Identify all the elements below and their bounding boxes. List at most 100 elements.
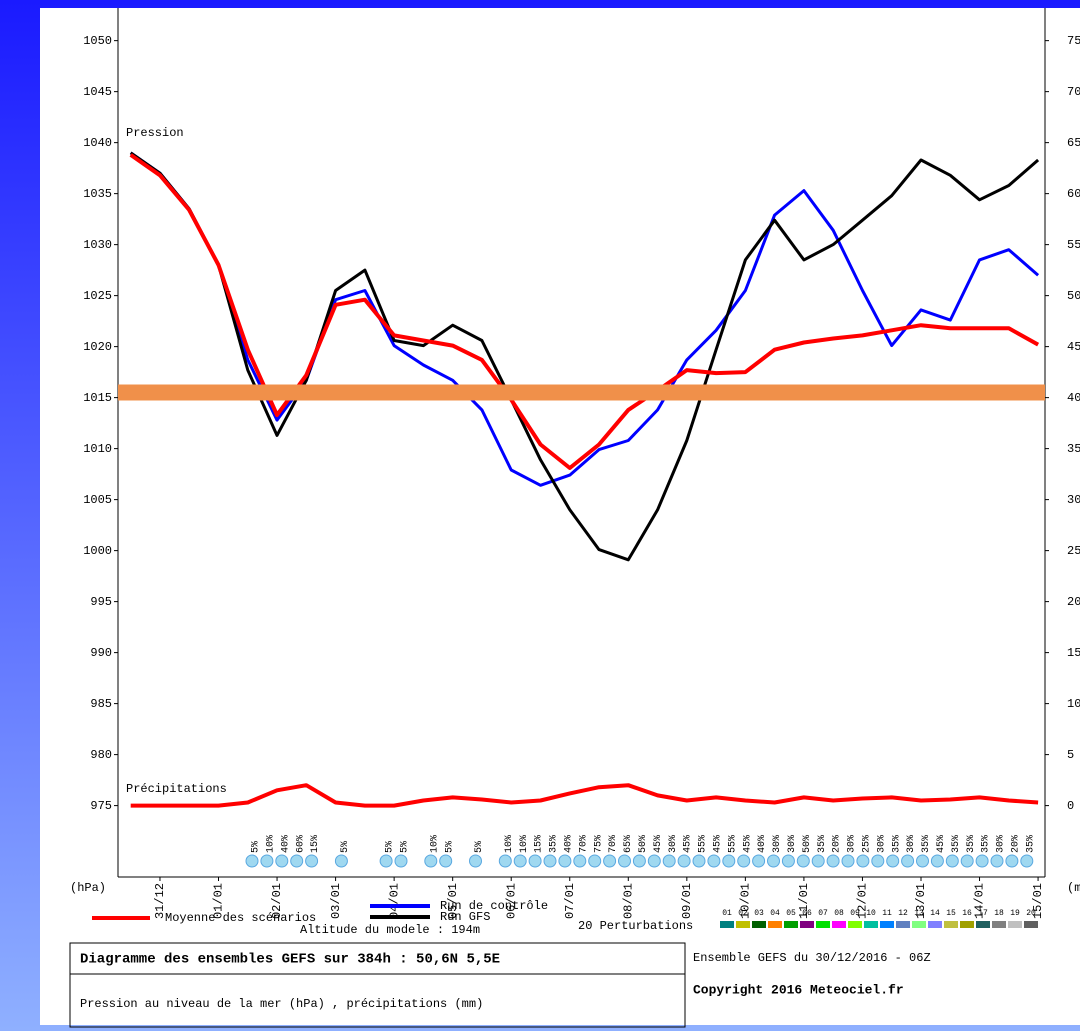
y-tick-label: 1035 bbox=[83, 187, 112, 201]
y-tick-label: 1050 bbox=[83, 34, 112, 48]
x-tick-label: 12/01 bbox=[856, 883, 870, 919]
snow-icon bbox=[245, 854, 259, 868]
series-line bbox=[129, 151, 1040, 562]
x-tick-label: 10/01 bbox=[739, 883, 753, 919]
snow-label: 40% bbox=[757, 835, 768, 853]
y-tick-label: 1005 bbox=[83, 493, 112, 507]
perturbation-swatch bbox=[960, 921, 974, 928]
snow-icon bbox=[826, 854, 840, 868]
y2-axis-label: (mm) bbox=[1067, 881, 1080, 895]
x-tick-label: 08/01 bbox=[621, 883, 635, 919]
snow-icon bbox=[930, 854, 944, 868]
y2-tick-label: 65 bbox=[1067, 136, 1080, 150]
perturbation-number: 12 bbox=[898, 909, 908, 918]
y2-tick-label: 45 bbox=[1067, 340, 1080, 354]
snow-icon bbox=[513, 854, 527, 868]
perturbation-number: 19 bbox=[1010, 909, 1020, 918]
snow-icon bbox=[632, 854, 646, 868]
y2-tick-label: 20 bbox=[1067, 595, 1080, 609]
snow-icon bbox=[960, 854, 974, 868]
y-tick-label: 1000 bbox=[83, 544, 112, 558]
snow-icon bbox=[677, 854, 691, 868]
perturbation-number: 09 bbox=[850, 909, 860, 918]
y-tick-label: 1045 bbox=[83, 85, 112, 99]
snow-label: 15% bbox=[534, 835, 545, 853]
snow-icon bbox=[1005, 854, 1019, 868]
perturbation-swatch bbox=[816, 921, 830, 928]
perturbation-swatch bbox=[864, 921, 878, 928]
y-tick-label: 1025 bbox=[83, 289, 112, 303]
perturbation-swatch bbox=[1008, 921, 1022, 928]
snow-label: 10% bbox=[504, 835, 515, 853]
snow-icon bbox=[767, 854, 780, 868]
legend-label: Moyenne des scénarios bbox=[165, 911, 316, 925]
x-tick-label: 01/01 bbox=[212, 883, 226, 919]
y2-tick-label: 50 bbox=[1067, 289, 1080, 303]
perturbation-number: 07 bbox=[818, 909, 828, 918]
y2-tick-label: 70 bbox=[1067, 85, 1080, 99]
snow-icon bbox=[618, 854, 631, 868]
snow-label: 45% bbox=[653, 835, 664, 853]
snow-label: 45% bbox=[713, 835, 724, 853]
snow-icon bbox=[275, 854, 289, 868]
perturbation-number: 14 bbox=[930, 909, 940, 918]
snow-icon bbox=[603, 854, 617, 868]
y2-tick-label: 25 bbox=[1067, 544, 1080, 558]
snow-icon bbox=[752, 854, 766, 868]
perturbation-swatch bbox=[768, 921, 782, 928]
y2-tick-label: 55 bbox=[1067, 238, 1080, 252]
x-tick-label: 09/01 bbox=[680, 883, 694, 919]
snow-label: 30% bbox=[906, 835, 917, 853]
snow-icon bbox=[260, 854, 274, 868]
perturbation-swatch bbox=[848, 921, 862, 928]
perturbation-number: 20 bbox=[1026, 909, 1036, 918]
y2-tick-label: 15 bbox=[1067, 646, 1080, 660]
y2-tick-label: 30 bbox=[1067, 493, 1080, 507]
snow-label: 30% bbox=[876, 835, 887, 853]
snow-icon bbox=[588, 854, 602, 868]
y2-tick-label: 0 bbox=[1067, 799, 1074, 813]
perturbation-number: 05 bbox=[786, 909, 796, 918]
x-tick-label: 31/12 bbox=[153, 883, 167, 919]
snow-icon bbox=[305, 854, 319, 868]
snow-icon bbox=[781, 854, 795, 868]
x-tick-label: 02/01 bbox=[270, 883, 284, 919]
snow-icon bbox=[886, 854, 900, 868]
snow-icon bbox=[841, 854, 855, 868]
y-axis-label: (hPa) bbox=[70, 881, 106, 895]
x-tick-label: 15/01 bbox=[1031, 883, 1045, 919]
y-tick-label: 1030 bbox=[83, 238, 112, 252]
perturbation-number: 04 bbox=[770, 909, 780, 918]
y2-tick-label: 35 bbox=[1067, 442, 1080, 456]
perturbation-number: 01 bbox=[722, 909, 732, 918]
perturbation-swatch bbox=[1024, 921, 1038, 928]
x-tick-label: 06/01 bbox=[504, 883, 518, 919]
perturbations-label: 20 Perturbations bbox=[578, 919, 693, 933]
series-line bbox=[129, 151, 1040, 487]
snow-icon bbox=[722, 854, 736, 868]
y-tick-label: 985 bbox=[90, 697, 112, 711]
x-tick-label: 05/01 bbox=[446, 883, 460, 919]
y2-tick-label: 75 bbox=[1067, 34, 1080, 48]
snow-label: 5% bbox=[251, 841, 262, 853]
y-tick-label: 1010 bbox=[83, 442, 112, 456]
snow-icon bbox=[573, 854, 587, 868]
snow-icon bbox=[990, 854, 1004, 868]
snow-label: 10% bbox=[519, 835, 530, 853]
perturbation-number: 10 bbox=[866, 909, 876, 918]
perturbation-swatch bbox=[784, 921, 798, 928]
snow-icon bbox=[394, 854, 408, 868]
snow-label: 45% bbox=[936, 835, 947, 853]
snow-icon bbox=[662, 854, 676, 868]
snow-icon bbox=[558, 854, 572, 868]
snow-label: 5% bbox=[474, 841, 485, 853]
snow-label: 35% bbox=[951, 835, 962, 853]
snow-icon bbox=[528, 854, 542, 868]
perturbation-number: 02 bbox=[738, 909, 748, 918]
snow-label: 15% bbox=[310, 835, 321, 853]
snow-label: 5% bbox=[444, 841, 455, 853]
perturbation-number: 03 bbox=[754, 909, 764, 918]
x-tick-label: 03/01 bbox=[329, 883, 343, 919]
legend-label: Run GFS bbox=[440, 910, 490, 924]
y-tick-label: 1015 bbox=[83, 391, 112, 405]
